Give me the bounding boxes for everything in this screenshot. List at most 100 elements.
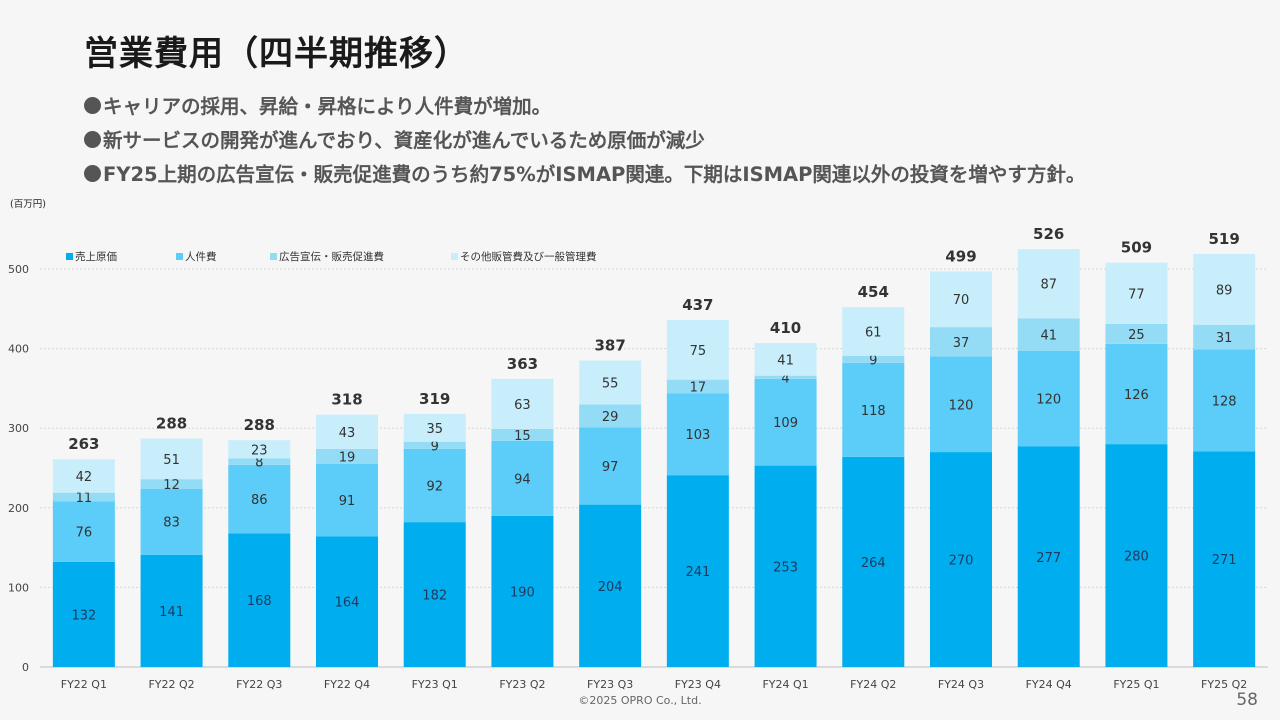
bar-segment [52, 459, 115, 493]
bar-data-label: 103 [685, 428, 710, 443]
bar-segment [316, 536, 378, 667]
bar-total-label: 387 [594, 337, 625, 355]
bar-segment [579, 404, 642, 428]
bullet-item: 新サービスの開発が進んでおり、資産化が進んでいるため原価が減少 [84, 124, 1085, 158]
bar-data-label: 19 [339, 450, 356, 465]
bar-segment [52, 561, 115, 667]
bar-data-label: 271 [1212, 553, 1237, 568]
bar-total-label: 288 [244, 416, 275, 434]
bar-segment [1105, 323, 1168, 344]
bar-segment [930, 271, 992, 328]
x-tick-label: FY23 Q3 [587, 678, 633, 691]
bar-data-label: 141 [159, 605, 184, 620]
bar-segment [1193, 349, 1256, 452]
bar-data-label: 126 [1124, 388, 1149, 403]
bar-data-label: 92 [426, 480, 443, 495]
bar-segment [666, 475, 729, 667]
bar-total-label: 288 [156, 415, 187, 433]
x-tick-label: FY25 Q1 [1113, 678, 1159, 691]
bar-segment [1017, 446, 1080, 667]
bar-total-label: 363 [507, 355, 538, 373]
bar-segment [930, 452, 992, 667]
bar-data-label: 23 [251, 443, 268, 458]
bar-data-label: 9 [869, 353, 877, 368]
bar-data-label: 42 [76, 470, 93, 485]
bar-data-label: 87 [1040, 278, 1057, 293]
bar-segment [666, 319, 729, 380]
bar-data-label: 25 [1128, 328, 1145, 343]
bullet-text: FY25上期の広告宣伝・販売促進費のうち約75%がISMAP関連。下期はISMA… [103, 163, 1086, 186]
bar-segment [579, 427, 642, 505]
bar-segment [842, 362, 905, 457]
y-tick-label: 200 [8, 502, 29, 515]
x-tick-label: FY22 Q2 [148, 678, 194, 691]
bullet-item: キャリアの採用、昇給・昇格により人件費が増加。 [84, 90, 1085, 124]
bar-segment [1105, 262, 1168, 324]
bar-segment [579, 360, 642, 405]
bar-segment [930, 356, 992, 453]
legend-swatch [451, 253, 458, 260]
copyright-footer: ©2025 OPRO Co., Ltd. [578, 694, 702, 707]
bar-total-label: 454 [858, 283, 889, 301]
x-tick-label: FY24 Q1 [762, 678, 808, 691]
bar-data-label: 83 [163, 516, 180, 531]
bar-segment [491, 440, 554, 516]
x-tick-label: FY24 Q4 [1026, 678, 1072, 691]
bar-data-label: 70 [953, 293, 970, 308]
bar-segment [842, 307, 905, 356]
bar-segment [403, 522, 466, 667]
bar-data-label: 41 [1040, 329, 1057, 344]
bar-data-label: 120 [949, 398, 974, 413]
bullet-dot-icon [84, 131, 101, 148]
bar-total-label: 410 [770, 319, 801, 337]
bar-data-label: 94 [514, 472, 531, 487]
bar-total-label: 509 [1121, 239, 1152, 257]
bar-data-label: 61 [865, 325, 882, 340]
bar-data-label: 164 [335, 596, 360, 611]
bar-data-label: 109 [773, 416, 798, 431]
bar-segment [1105, 343, 1168, 445]
bar-data-label: 86 [251, 493, 268, 508]
bar-data-label: 277 [1036, 551, 1061, 566]
bar-data-label: 12 [163, 478, 180, 493]
bar-segment [1105, 444, 1168, 667]
bar-data-label: 182 [422, 589, 447, 604]
bar-data-label: 41 [777, 353, 794, 368]
bar-data-label: 91 [339, 494, 356, 509]
x-tick-label: FY24 Q3 [938, 678, 984, 691]
page-number: 58 [1236, 690, 1258, 710]
page-title: 営業費用（四半期推移） [84, 34, 469, 74]
bar-total-label: 319 [419, 390, 450, 408]
bar-total-label: 318 [331, 391, 362, 409]
bar-data-label: 264 [861, 556, 886, 571]
bullet-dot-icon [84, 165, 101, 182]
legend-label: その他販管費及び一般管理費 [460, 250, 597, 263]
y-axis-unit-label: (百万円) [10, 199, 46, 210]
x-tick-label: FY23 Q1 [412, 678, 458, 691]
bar-segment [403, 441, 466, 449]
bar-segment [1193, 324, 1256, 350]
bar-data-label: 118 [861, 404, 886, 419]
bar-segment [228, 458, 291, 465]
bar-data-label: 204 [598, 580, 623, 595]
bar-data-label: 89 [1216, 283, 1233, 298]
bullet-text: 新サービスの開発が進んでおり、資産化が進んでいるため原価が減少 [103, 129, 705, 152]
bar-data-label: 75 [690, 344, 707, 359]
bar-segment [754, 465, 817, 667]
bar-data-label: 8 [255, 456, 263, 471]
bar-total-label: 519 [1208, 230, 1239, 248]
bar-data-label: 35 [426, 422, 443, 437]
legend-swatch [66, 253, 73, 260]
bar-data-label: 76 [76, 526, 93, 541]
summary-bullets: キャリアの採用、昇給・昇格により人件費が増加。 新サービスの開発が進んでおり、資… [84, 90, 1085, 192]
bar-data-label: 77 [1128, 287, 1145, 302]
x-tick-label: FY25 Q2 [1201, 678, 1247, 691]
bar-segment [316, 414, 378, 449]
legend-label: 広告宣伝・販売促進費 [279, 250, 384, 263]
bar-data-label: 15 [514, 429, 531, 444]
bar-segment [842, 355, 905, 363]
bar-segment [140, 554, 203, 667]
legend-label: 売上原価 [75, 250, 117, 263]
bar-data-label: 37 [953, 336, 970, 351]
